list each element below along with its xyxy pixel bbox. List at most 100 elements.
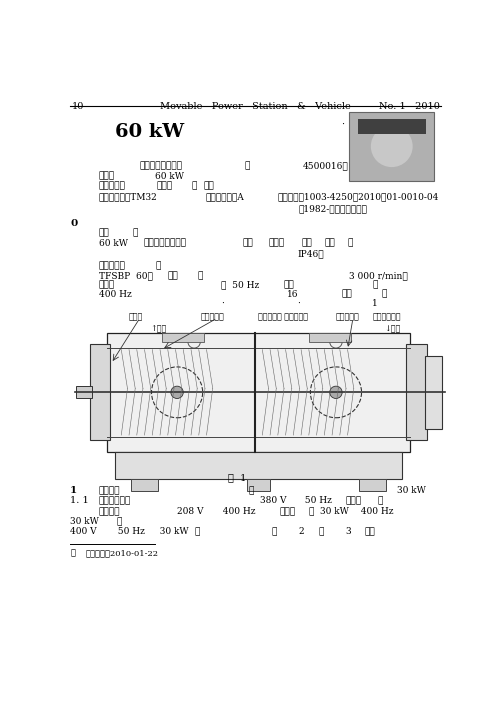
Text: 30 kW: 30 kW — [397, 486, 426, 495]
Text: ：: ： — [132, 229, 138, 238]
Text: 作者简介：: 作者简介： — [99, 181, 126, 191]
Text: 30 kW: 30 kW — [154, 527, 189, 537]
Text: 30 kW: 30 kW — [70, 517, 99, 527]
Text: 刘山摩: 刘山摩 — [157, 181, 173, 191]
Text: （中国人民解放军: （中国人民解放军 — [140, 162, 183, 171]
Text: 380 V: 380 V — [260, 496, 286, 505]
Text: 摘要: 摘要 — [99, 229, 110, 238]
Text: 四极电剂电环: 四极电剂电环 — [372, 313, 401, 321]
Text: 前端盖: 前端盖 — [128, 313, 143, 321]
Text: Movable   Power   Station   &   Vehicle: Movable Power Station & Vehicle — [160, 102, 351, 112]
Text: ·: · — [341, 120, 344, 129]
Text: 中图分类号：TM32: 中图分类号：TM32 — [99, 193, 158, 201]
Text: 发电机型号: 发电机型号 — [99, 262, 126, 271]
Text: 图  1: 图 1 — [228, 473, 246, 481]
Text: 50 Hz: 50 Hz — [299, 496, 332, 505]
Text: 0: 0 — [70, 220, 77, 229]
Text: 中频机子子: 中频机子子 — [200, 313, 224, 321]
Text: ：: ： — [155, 262, 161, 271]
Text: 转速: 转速 — [167, 271, 178, 280]
Text: 。: 。 — [382, 289, 387, 299]
Text: ；: ； — [194, 527, 200, 537]
Bar — [107, 333, 410, 452]
Text: 设计: 设计 — [242, 239, 253, 248]
Text: 作者：: 作者： — [99, 172, 115, 181]
Text: TFSBP  60，: TFSBP 60， — [99, 271, 153, 280]
Bar — [90, 345, 110, 441]
Text: IP46。: IP46。 — [297, 249, 324, 258]
Text: 10: 10 — [72, 102, 84, 112]
Bar — [247, 479, 270, 491]
Text: ；: ； — [192, 181, 197, 191]
Text: 30 kW: 30 kW — [320, 508, 348, 517]
Bar — [359, 479, 386, 491]
Text: 单机容量较大: 单机容量较大 — [99, 496, 131, 505]
Text: 工频机转子: 工频机转子 — [336, 313, 360, 321]
Text: 。: 。 — [378, 496, 383, 505]
Text: ，: ， — [245, 162, 250, 171]
Text: 共: 共 — [271, 527, 277, 537]
Text: （1982-），男，工程师: （1982-），男，工程师 — [299, 204, 368, 213]
Text: 1. 1: 1. 1 — [70, 496, 89, 505]
Text: 发电机: 发电机 — [345, 496, 361, 505]
Text: ：: ： — [372, 280, 378, 289]
Text: 16: 16 — [287, 289, 298, 299]
Text: 60 kW: 60 kW — [155, 172, 184, 181]
Text: 级，: 级， — [341, 289, 352, 299]
Text: 文章编号：1003-4250（2010）01-0010-04: 文章编号：1003-4250（2010）01-0010-04 — [278, 193, 439, 201]
Bar — [131, 479, 158, 491]
Bar — [162, 333, 204, 342]
Text: 400 V: 400 V — [70, 527, 97, 537]
Text: 60 kW: 60 kW — [99, 239, 128, 248]
Text: 张山: 张山 — [204, 181, 214, 191]
Text: 台: 台 — [318, 527, 323, 537]
Text: 结构特点: 结构特点 — [99, 486, 120, 495]
Text: 400 Hz: 400 Hz — [218, 508, 256, 517]
Text: 、: 、 — [198, 271, 204, 280]
Bar — [425, 356, 442, 429]
Text: 特点: 特点 — [324, 239, 335, 248]
Text: 台。: 台。 — [365, 527, 375, 537]
Bar — [115, 452, 402, 479]
Text: 结构: 结构 — [301, 239, 312, 248]
Text: ·: · — [297, 299, 300, 308]
Text: 208 V: 208 V — [177, 508, 204, 517]
Text: 4500016）: 4500016） — [302, 162, 348, 171]
Circle shape — [330, 386, 342, 398]
Text: 2: 2 — [299, 527, 304, 537]
Text: 400 Hz: 400 Hz — [355, 508, 394, 517]
Text: ＊: ＊ — [70, 549, 75, 557]
Text: 1: 1 — [70, 486, 77, 495]
Bar — [358, 119, 426, 134]
Text: 1: 1 — [372, 299, 378, 308]
Text: 发电机: 发电机 — [279, 508, 295, 517]
Bar — [309, 333, 351, 342]
Text: ，: ， — [308, 508, 313, 517]
Bar — [349, 112, 434, 181]
Bar — [407, 345, 427, 441]
Text: 、: 、 — [249, 486, 254, 495]
Text: 文献标识码：A: 文献标识码：A — [206, 193, 245, 201]
Text: 输出: 输出 — [283, 280, 294, 289]
Bar — [76, 386, 92, 398]
Text: ↑出风: ↑出风 — [150, 325, 166, 334]
Text: 双频变频发电机，: 双频变频发电机， — [144, 239, 187, 248]
Text: ，  50 Hz: ， 50 Hz — [221, 280, 259, 289]
Text: ：: ： — [117, 517, 122, 527]
Text: 60 kW: 60 kW — [115, 124, 184, 141]
Text: 50 Hz: 50 Hz — [112, 527, 145, 537]
Text: 3: 3 — [345, 527, 351, 537]
Text: 输出点: 输出点 — [99, 280, 115, 289]
Text: ·: · — [221, 299, 224, 308]
Text: 中频机转子 工频机子子: 中频机转子 工频机子子 — [257, 313, 308, 321]
Text: 400 Hz: 400 Hz — [99, 289, 132, 299]
Text: No. 1   2010: No. 1 2010 — [379, 102, 440, 112]
Circle shape — [171, 386, 183, 398]
Text: 收稿日期：2010-01-22: 收稿日期：2010-01-22 — [86, 549, 159, 557]
Text: ↓进风: ↓进风 — [384, 325, 400, 334]
Text: 原理，: 原理， — [268, 239, 284, 248]
Text: 。: 。 — [348, 239, 353, 248]
Text: 3 000 r/min，: 3 000 r/min， — [349, 271, 408, 280]
Circle shape — [371, 126, 413, 167]
Text: 现有设备: 现有设备 — [99, 508, 120, 517]
